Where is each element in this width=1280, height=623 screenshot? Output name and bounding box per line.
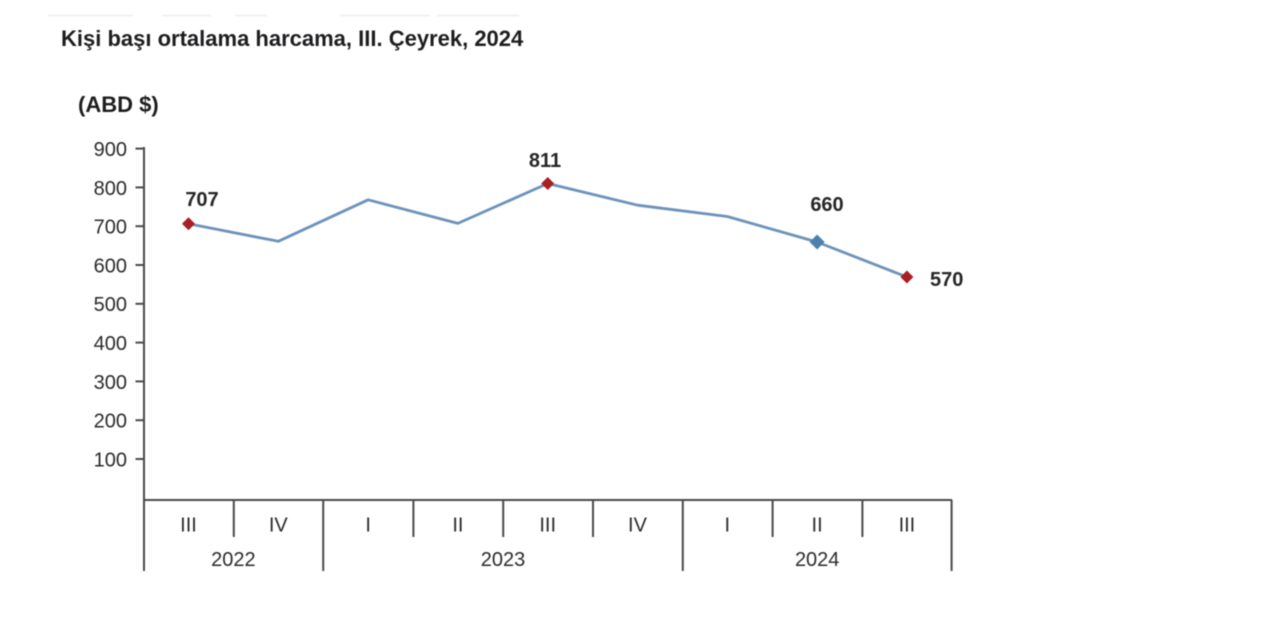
svg-text:III: III: [539, 515, 556, 537]
svg-text:600: 600: [94, 255, 127, 277]
svg-text:2022: 2022: [211, 549, 256, 571]
svg-text:I: I: [365, 515, 371, 537]
svg-text:I: I: [725, 515, 731, 537]
svg-text:400: 400: [94, 333, 127, 355]
svg-text:800: 800: [94, 178, 127, 200]
svg-text:700: 700: [94, 217, 127, 239]
svg-text:2023: 2023: [481, 549, 526, 571]
svg-text:II: II: [812, 515, 823, 537]
svg-text:570: 570: [930, 269, 963, 291]
svg-text:II: II: [452, 515, 463, 537]
svg-text:100: 100: [94, 449, 127, 471]
svg-text:III: III: [899, 515, 916, 537]
svg-text:500: 500: [94, 294, 127, 316]
svg-text:2024: 2024: [795, 549, 840, 571]
svg-text:900: 900: [94, 139, 127, 161]
svg-text:IV: IV: [269, 515, 289, 537]
svg-text:(ABD $): (ABD $): [78, 92, 159, 117]
svg-text:IV: IV: [628, 515, 648, 537]
svg-text:Kişi başı ortalama harcama, II: Kişi başı ortalama harcama, III. Çeyrek,…: [61, 26, 524, 51]
svg-text:300: 300: [94, 372, 127, 394]
svg-text:660: 660: [810, 194, 843, 216]
svg-text:707: 707: [185, 189, 218, 211]
svg-text:III: III: [180, 515, 197, 537]
svg-text:200: 200: [94, 411, 127, 433]
svg-text:811: 811: [529, 150, 561, 172]
